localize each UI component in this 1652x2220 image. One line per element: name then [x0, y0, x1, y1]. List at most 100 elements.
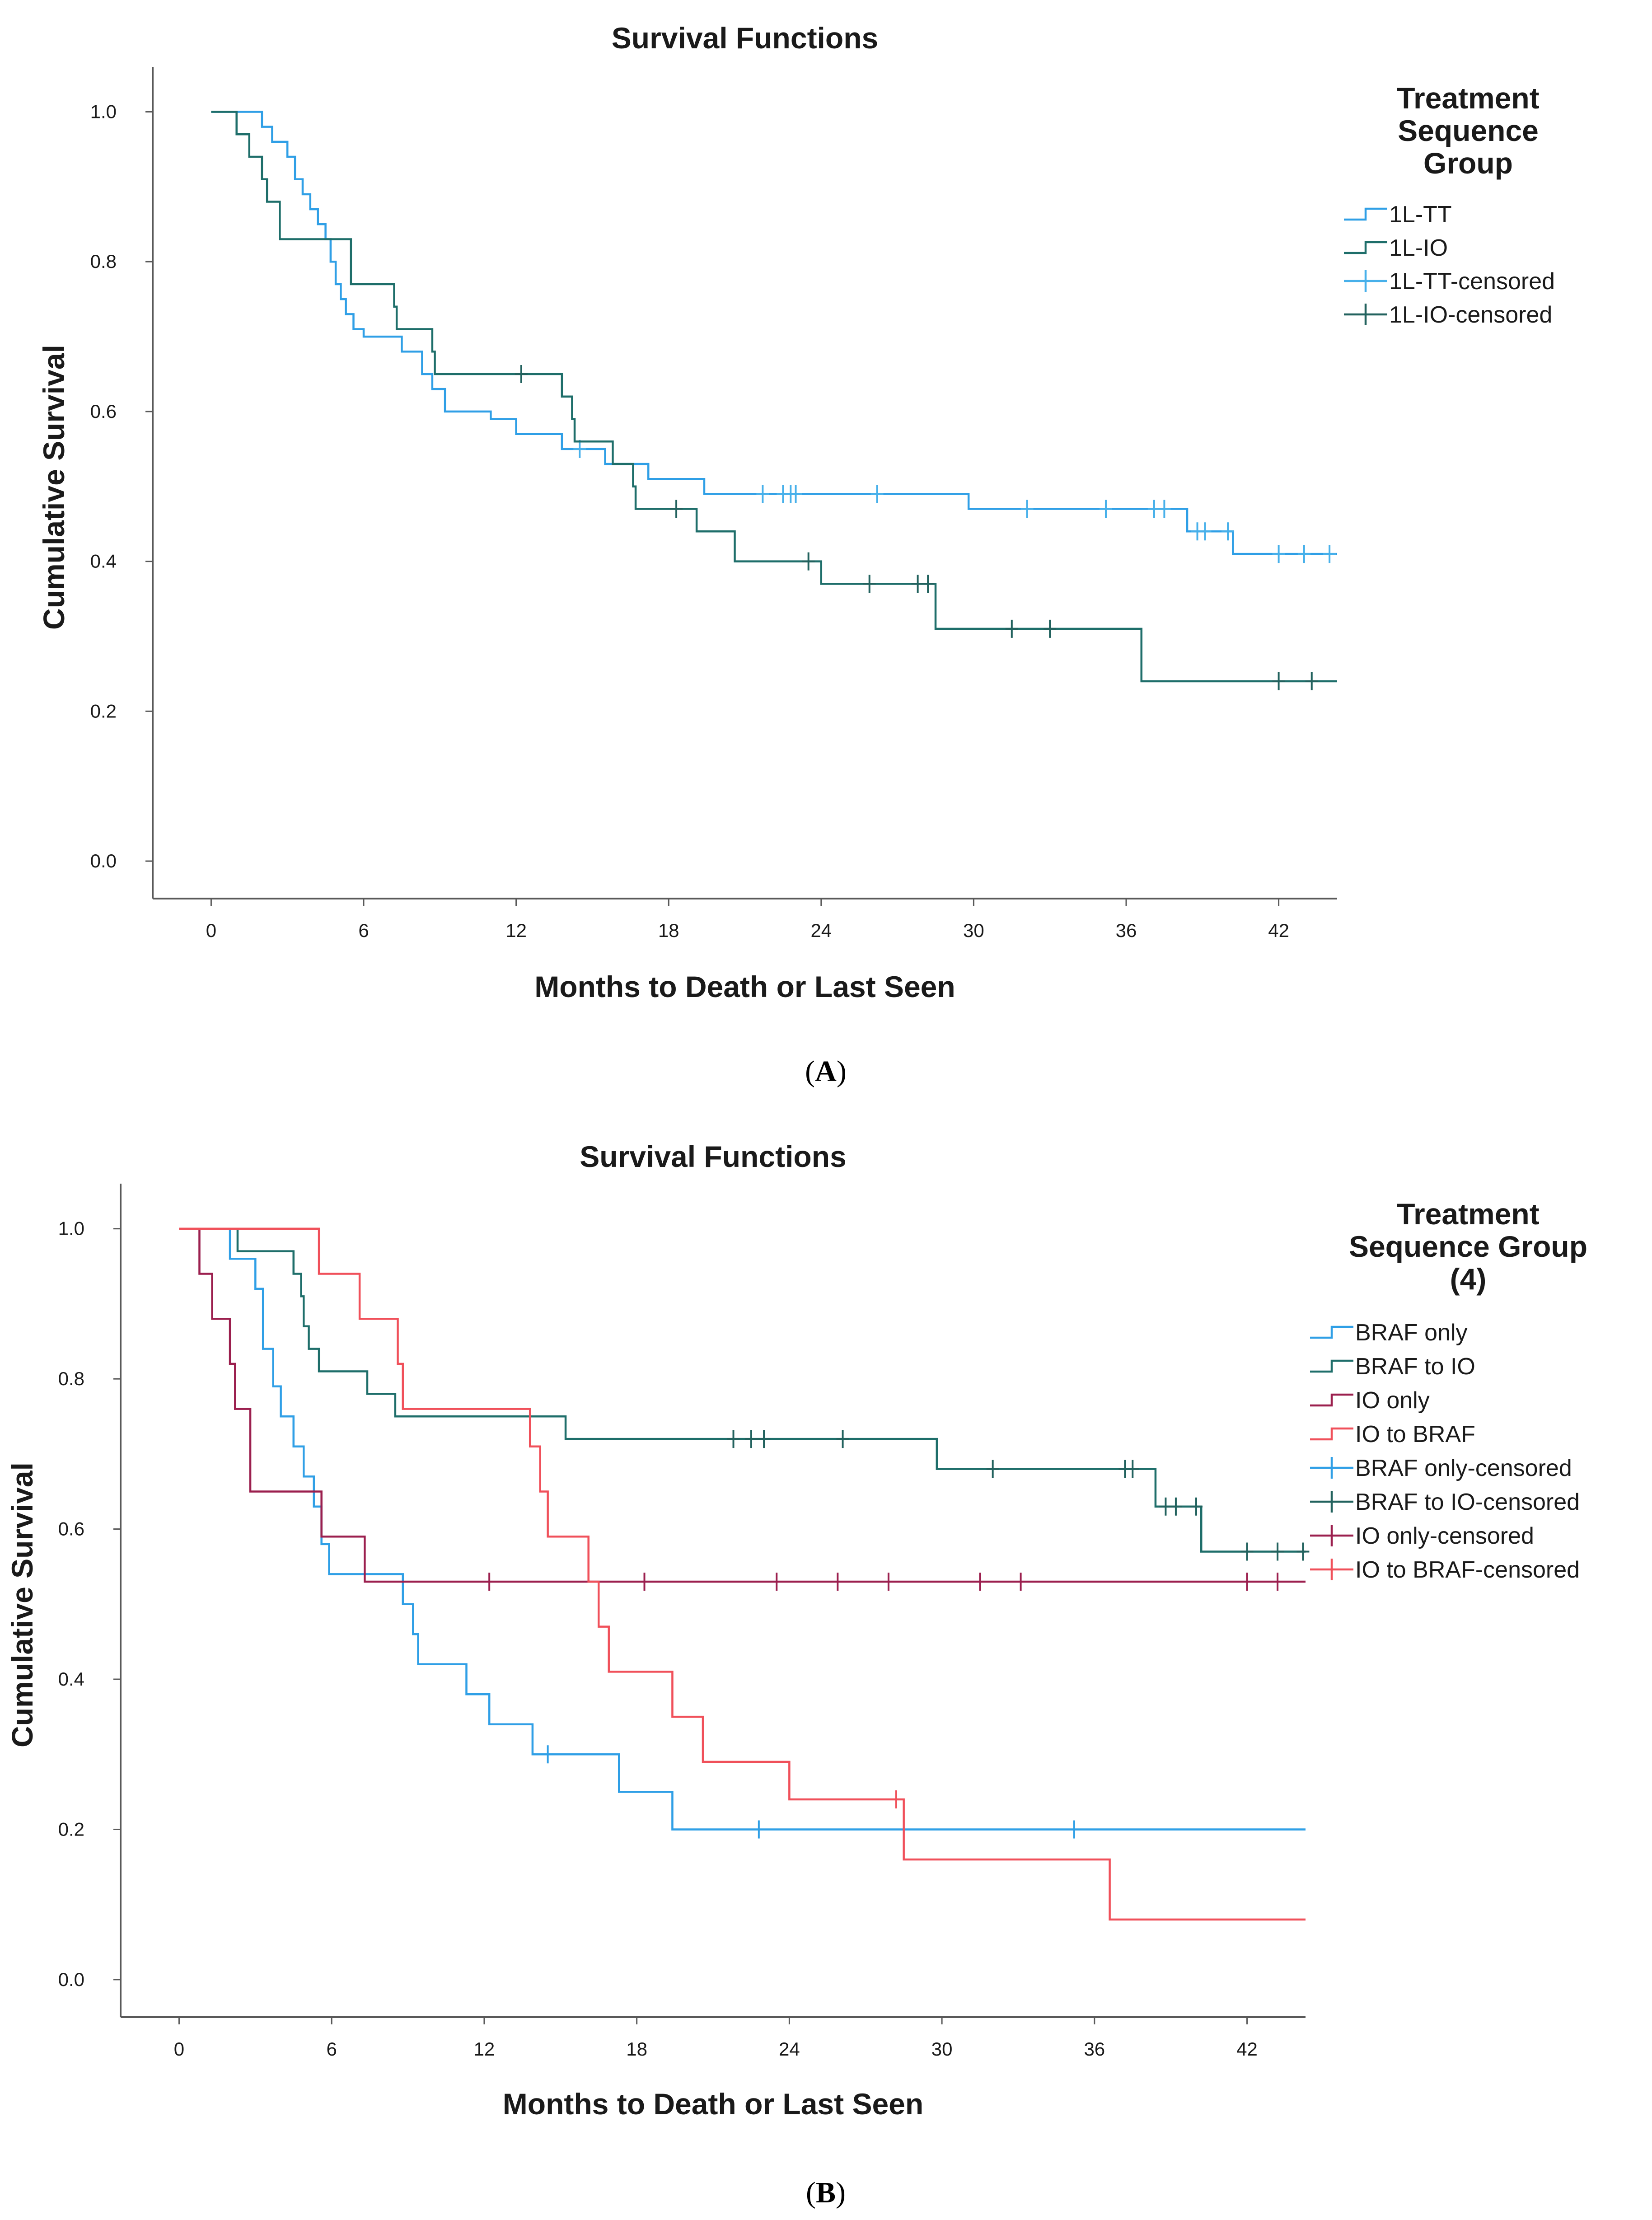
panel-label-letter: A	[815, 1055, 837, 1088]
legend-entry: 1L-TT	[1389, 201, 1452, 228]
legend-swatch-censor	[1310, 1457, 1353, 1479]
x-tick-label: 24	[810, 920, 832, 941]
censor-mark-braf-only	[752, 1820, 765, 1839]
x-tick-label: 0	[206, 920, 216, 941]
x-tick-label: 6	[358, 920, 369, 941]
censor-mark-1l-io	[670, 500, 683, 518]
y-tick-label: 0.2	[90, 700, 117, 721]
censor-mark-braf-to-io	[986, 1460, 999, 1478]
legend-swatch-censor	[1310, 1559, 1353, 1580]
y-tick-label: 0.4	[90, 551, 117, 572]
y-tick-label: 0.6	[58, 1518, 84, 1540]
chart-title: Survival Functions	[580, 1140, 846, 1173]
x-tick-label: 30	[931, 2038, 953, 2060]
x-axis-label: Months to Death or Last Seen	[534, 970, 955, 1003]
x-tick-label: 18	[626, 2038, 647, 2060]
chart-panel-a: Survival Functions 0 6 12 18 24 30 36 42 0.0 0.2 0.…	[37, 21, 1555, 1003]
censor-mark-1l-tt	[1020, 500, 1034, 518]
legend-title-line: Sequence	[1398, 114, 1539, 147]
legend-swatch-line	[1310, 1325, 1353, 1339]
legend-title-line: Sequence Group	[1349, 1230, 1587, 1263]
censor-mark-1l-tt	[756, 485, 769, 503]
censor-mark-1l-tt	[1272, 545, 1285, 563]
y-tick-label: 0.4	[58, 1668, 84, 1690]
legend-swatch-line	[1344, 207, 1387, 221]
legend-title-line: Group	[1423, 146, 1513, 180]
legend-swatch-censor	[1310, 1491, 1353, 1513]
legend-title-line: Treatment	[1397, 81, 1539, 115]
censor-mark-braf-to-io	[1169, 1497, 1182, 1516]
censor-mark-braf-to-io	[758, 1430, 771, 1448]
censor-mark-1l-io	[1272, 672, 1285, 691]
y-tick-label: 0.6	[90, 401, 117, 422]
censor-mark-io-only	[1271, 1572, 1284, 1591]
censor-mark-1l-tt	[1158, 500, 1171, 518]
censor-mark-io-only	[1240, 1572, 1254, 1591]
legend-entry: BRAF to IO	[1355, 1354, 1475, 1380]
censor-mark-io-to-braf	[889, 1790, 903, 1808]
censor-mark-1l-tt	[789, 485, 802, 503]
y-tick-label: 0.0	[90, 850, 117, 871]
legend-entry: BRAF only	[1355, 1320, 1468, 1346]
censor-mark-1l-tt	[1221, 522, 1235, 541]
series-line-1l-io	[211, 111, 1337, 683]
panel-label: (A)	[805, 1055, 847, 1088]
x-tick-label: 6	[327, 2038, 337, 2060]
x-tick-label: 18	[658, 920, 679, 941]
y-tick-label: 1.0	[58, 1218, 84, 1239]
censor-mark-1l-tt	[870, 485, 884, 503]
censor-mark-1l-tt	[1198, 522, 1212, 541]
legend-entry: IO only-censored	[1355, 1523, 1534, 1549]
x-tick-label: 12	[505, 920, 527, 941]
panel-label: (B)	[806, 2176, 846, 2209]
series-line-io-to-braf	[179, 1227, 1306, 1921]
y-tick-label: 0.8	[90, 251, 117, 272]
legend-swatch-censor	[1310, 1525, 1353, 1546]
censor-mark-1l-io	[1005, 619, 1018, 638]
series-line-1l-tt	[211, 111, 1337, 555]
legend-swatch-line	[1310, 1427, 1353, 1441]
legend-entry: IO to BRAF	[1355, 1421, 1475, 1447]
censor-mark-braf-to-io	[1126, 1460, 1139, 1478]
legend-entry: BRAF only-censored	[1355, 1455, 1572, 1481]
censor-mark-1l-io	[1044, 619, 1057, 638]
y-tick-label: 1.0	[90, 101, 117, 122]
y-tick-label: 0.2	[58, 1818, 84, 1840]
series-line-braf-only	[179, 1227, 1306, 1831]
censor-mark-io-only	[638, 1572, 651, 1591]
censor-mark-braf-only	[1067, 1820, 1081, 1839]
legend-title-line: Treatment	[1397, 1197, 1539, 1231]
censor-mark-io-only	[770, 1572, 783, 1591]
censor-mark-braf-to-io	[836, 1430, 849, 1448]
series-line-io-only	[179, 1227, 1306, 1583]
chart-title: Survival Functions	[612, 21, 878, 55]
x-tick-label: 12	[474, 2038, 495, 2060]
x-tick-label: 42	[1268, 920, 1289, 941]
censor-mark-1l-io	[922, 575, 935, 593]
series-line-braf-to-io	[179, 1227, 1306, 1553]
censor-mark-io-only	[1014, 1572, 1027, 1591]
legend-entry: IO only	[1355, 1387, 1430, 1414]
y-tick-label: 0.0	[58, 1969, 84, 1990]
censor-mark-braf-to-io	[1271, 1542, 1284, 1561]
censor-mark-braf-to-io	[727, 1430, 740, 1448]
legend-entry: BRAF to IO-censored	[1355, 1489, 1580, 1515]
legend-entry: 1L-IO	[1389, 235, 1448, 261]
panel-label-letter: B	[816, 2176, 836, 2209]
legend-entry: 1L-TT-censored	[1389, 268, 1555, 295]
x-tick-label: 42	[1236, 2038, 1258, 2060]
legend-swatch-line	[1310, 1393, 1353, 1407]
censor-mark-1l-io	[515, 365, 528, 384]
chart-panel-b: Survival Functions 0 6 12 18 24 30 36 42 0.0 0.2 0.…	[5, 1140, 1587, 2121]
censor-mark-io-only	[973, 1572, 987, 1591]
legend-swatch-line	[1310, 1359, 1353, 1373]
x-axis-label: Months to Death or Last Seen	[503, 2087, 923, 2121]
legend-entry: IO to BRAF-censored	[1355, 1557, 1580, 1583]
censor-mark-1l-tt	[1323, 545, 1336, 563]
x-tick-label: 24	[779, 2038, 800, 2060]
legend-swatch-censor	[1344, 304, 1387, 325]
censor-mark-io-only	[831, 1572, 844, 1591]
